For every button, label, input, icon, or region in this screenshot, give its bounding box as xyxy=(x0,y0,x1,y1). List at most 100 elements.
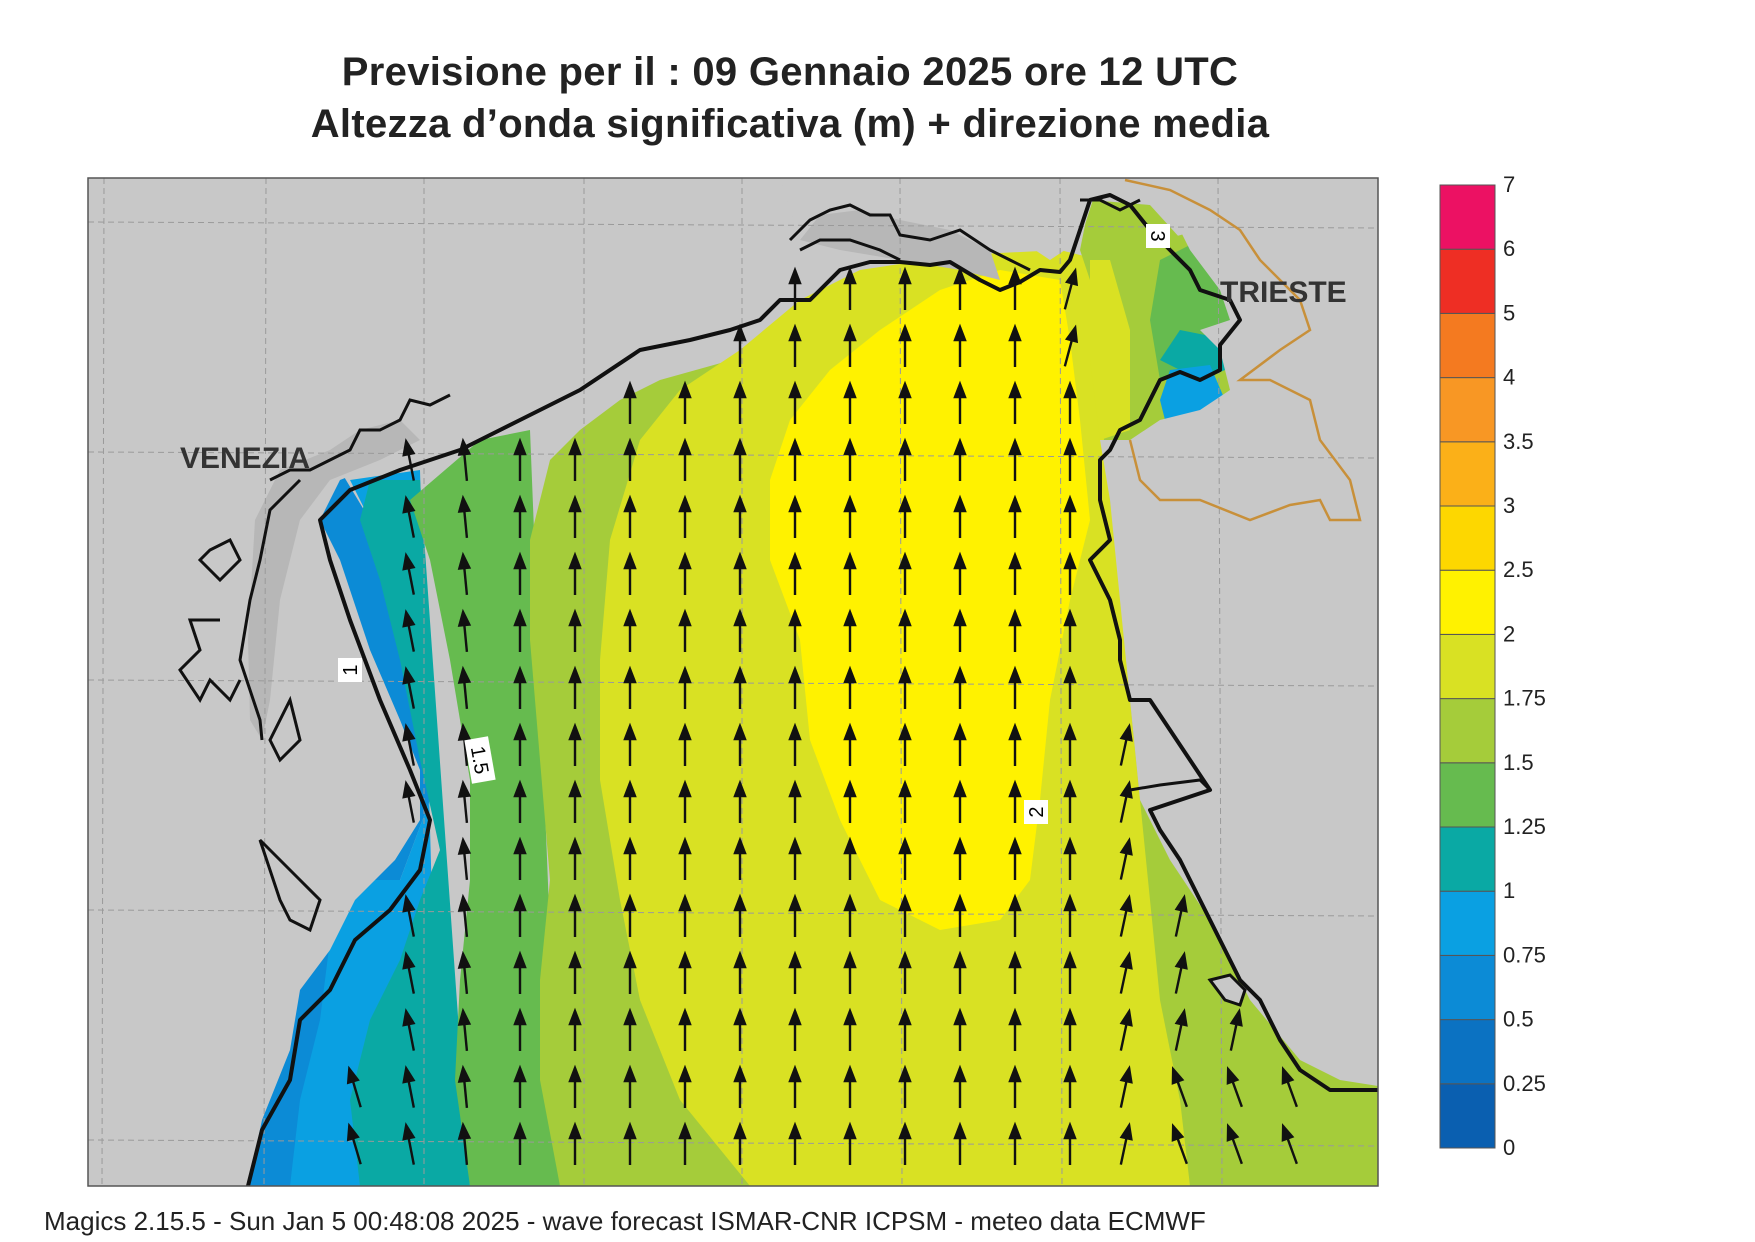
direction-arrow-head xyxy=(843,836,857,855)
legend-tick-label: 1 xyxy=(1503,878,1515,903)
venice-lagoon xyxy=(248,420,420,740)
direction-arrow-head xyxy=(346,1065,360,1085)
direction-arrow-head xyxy=(843,494,857,513)
direction-arrow-head xyxy=(568,722,582,741)
direction-arrow-head xyxy=(733,494,747,513)
direction-arrow-head xyxy=(457,1121,472,1140)
direction-arrow-head xyxy=(733,722,747,741)
svg-text:1.5: 1.5 xyxy=(466,745,492,776)
direction-arrow-head xyxy=(788,893,802,912)
direction-arrow-head xyxy=(568,608,582,627)
direction-arrow-head xyxy=(623,1121,637,1140)
direction-arrow-head xyxy=(1008,323,1022,342)
direction-arrow-head xyxy=(1008,494,1022,513)
direction-arrow-head xyxy=(568,779,582,798)
legend-tick-label: 7 xyxy=(1503,172,1515,197)
direction-arrow-head xyxy=(1281,1123,1295,1142)
direction-arrow-head xyxy=(733,323,747,342)
direction-arrow-head xyxy=(623,950,637,969)
direction-arrow-head xyxy=(1063,551,1077,570)
direction-arrow-head xyxy=(457,950,472,969)
direction-arrow-head xyxy=(898,380,912,399)
direction-arrow-head xyxy=(1171,1123,1185,1142)
direction-arrow-head xyxy=(788,779,802,798)
direction-arrow-head xyxy=(1119,723,1133,742)
direction-arrow-head xyxy=(1281,1066,1295,1085)
legend-tick-label: 6 xyxy=(1503,236,1515,261)
legend-tick-label: 1.75 xyxy=(1503,686,1546,711)
direction-arrow-head xyxy=(1008,608,1022,627)
direction-arrow-head xyxy=(623,608,637,627)
direction-arrow-head xyxy=(513,665,527,684)
direction-arrow-head xyxy=(953,1064,967,1083)
direction-arrows xyxy=(346,266,1298,1166)
sea-istria xyxy=(1090,260,1130,440)
legend-swatch xyxy=(1439,569,1496,635)
direction-arrow-head xyxy=(457,1064,472,1083)
direction-arrow-head xyxy=(402,1065,416,1084)
direction-arrow-head xyxy=(1064,324,1079,344)
legend-swatch xyxy=(1439,633,1496,700)
north-coast-detail xyxy=(788,198,1141,272)
legend-tick-label: 0.75 xyxy=(1503,942,1546,967)
direction-arrow-head xyxy=(457,1007,472,1026)
city-label-venezia: VENEZIA xyxy=(180,442,310,475)
direction-arrow-head xyxy=(623,722,637,741)
direction-arrow-head xyxy=(457,779,472,798)
direction-arrow-head xyxy=(1063,380,1077,399)
direction-arrow-head xyxy=(788,266,802,285)
direction-arrow-head xyxy=(788,1064,802,1083)
direction-arrow-head xyxy=(457,437,472,456)
direction-arrow-head xyxy=(843,1121,857,1140)
direction-arrow-head xyxy=(788,722,802,741)
legend-tick-label: 0.5 xyxy=(1503,1007,1534,1032)
direction-arrow-head xyxy=(1063,608,1077,627)
direction-arrow-head xyxy=(513,1121,527,1140)
direction-arrow-head xyxy=(898,608,912,627)
legend-swatch xyxy=(1439,890,1496,956)
direction-arrow-head xyxy=(678,494,692,513)
legend-swatch xyxy=(1439,698,1496,764)
direction-arrow-head xyxy=(678,665,692,684)
direction-arrow-head xyxy=(843,1064,857,1083)
direction-arrow-head xyxy=(953,266,967,285)
direction-arrow-head xyxy=(1008,266,1022,285)
legend-swatch xyxy=(1439,954,1496,1021)
direction-arrow-head xyxy=(678,1064,692,1083)
direction-arrow-head xyxy=(678,950,692,969)
legend-swatch xyxy=(1439,377,1496,443)
direction-arrow-head xyxy=(1063,1064,1077,1083)
direction-arrow-head xyxy=(733,551,747,570)
svg-text:3: 3 xyxy=(1146,230,1168,241)
direction-arrow-head xyxy=(733,665,747,684)
direction-arrow-head xyxy=(513,551,527,570)
west-land xyxy=(88,178,780,1186)
direction-arrow-head xyxy=(733,1064,747,1083)
direction-arrow-head xyxy=(1063,494,1077,513)
direction-arrow-head xyxy=(678,380,692,399)
direction-arrow-head xyxy=(402,609,416,628)
direction-arrow-head xyxy=(898,1121,912,1140)
direction-arrow-head xyxy=(402,894,416,913)
east-land xyxy=(1100,178,1378,1086)
direction-arrow-head xyxy=(788,608,802,627)
direction-arrow-head xyxy=(1063,779,1077,798)
direction-arrow-head xyxy=(513,836,527,855)
direction-arrow-head xyxy=(1174,894,1188,913)
direction-arrow-head xyxy=(1229,1008,1243,1027)
direction-arrow-head xyxy=(513,950,527,969)
legend-tick-label: 0 xyxy=(1503,1135,1515,1160)
direction-arrow-head xyxy=(402,1008,416,1027)
direction-arrow-head xyxy=(623,665,637,684)
direction-arrow-head xyxy=(1226,1123,1240,1142)
direction-arrow-head xyxy=(568,893,582,912)
direction-arrow-head xyxy=(898,551,912,570)
direction-arrow-head xyxy=(898,323,912,342)
direction-arrow-head xyxy=(1174,1008,1188,1027)
map-frame xyxy=(87,177,1379,1187)
direction-arrow-head xyxy=(788,665,802,684)
legend-tick-label: 5 xyxy=(1503,300,1515,325)
direction-arrow-head xyxy=(1063,437,1077,456)
direction-arrow-head xyxy=(1008,1064,1022,1083)
direction-arrow-head xyxy=(843,437,857,456)
